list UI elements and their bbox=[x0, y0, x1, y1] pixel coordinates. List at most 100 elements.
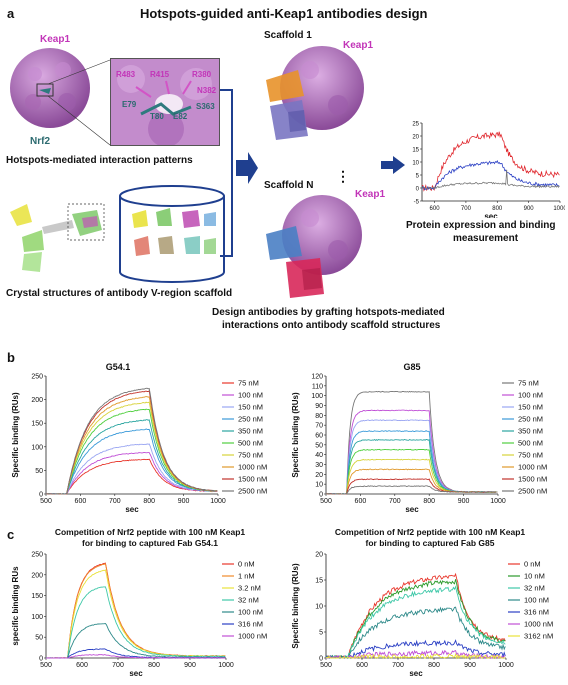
y-tick-label: 0 bbox=[416, 187, 420, 193]
y-tick-label: 0 bbox=[319, 656, 323, 663]
keap1-structure-image bbox=[10, 48, 90, 128]
legend-entry: 1000 nM bbox=[518, 463, 547, 472]
series-line-2 bbox=[45, 443, 218, 495]
chart-title-line1: Competition of Nrf2 peptide with 100 nM … bbox=[55, 527, 246, 537]
scaffold-n-keap1-label: Keap1 bbox=[355, 189, 386, 200]
chart-competition-g54-1: Competition of Nrf2 peptide with 100 nM … bbox=[11, 527, 267, 678]
y-tick-label: 5 bbox=[319, 630, 323, 637]
x-tick-label: 1000 bbox=[210, 498, 226, 505]
legend-entry: 1500 nM bbox=[238, 475, 267, 484]
y-tick-label: 250 bbox=[31, 552, 43, 559]
antibody-crystal-structure-image bbox=[10, 203, 105, 272]
x-tick-label: 800 bbox=[492, 206, 503, 212]
legend-entry: 3162 nM bbox=[524, 632, 553, 641]
x-tick-label: 700 bbox=[392, 662, 404, 669]
x-tick-label: 900 bbox=[184, 662, 196, 669]
series-line-4 bbox=[45, 623, 226, 659]
legend-entry: 100 nM bbox=[524, 596, 549, 605]
series-line-3 bbox=[45, 428, 218, 495]
design-caption-line2: interactions onto antibody scaffold stru… bbox=[222, 320, 441, 331]
chart-g85: G85 500 600 700 800 900 1000 0 10 20 30 40 50 60 70 80 9… bbox=[291, 362, 547, 514]
x-tick-label: 700 bbox=[112, 662, 124, 669]
x-tick-label: 500 bbox=[320, 498, 332, 505]
protein-caption-line2: measurement bbox=[453, 233, 519, 244]
legend-entry: 0 nM bbox=[524, 560, 541, 569]
y-tick-label: 50 bbox=[35, 468, 43, 475]
x-tick-label: 500 bbox=[40, 498, 52, 505]
legend-entry: 100 nM bbox=[518, 391, 543, 400]
series-line-9 bbox=[45, 387, 218, 495]
y-tick-label: 80 bbox=[315, 413, 323, 420]
legend-entry: 250 nM bbox=[238, 415, 263, 424]
residue-s363: S363 bbox=[196, 102, 215, 111]
series-line-4 bbox=[46, 419, 218, 495]
legend-entry: 500 nM bbox=[518, 439, 543, 448]
legend-entry: 750 nM bbox=[518, 451, 543, 460]
x-tick-label: 1000 bbox=[553, 206, 565, 212]
y-tick-label: -5 bbox=[414, 200, 420, 206]
x-axis-label: sec bbox=[484, 212, 498, 218]
y-tick-label: 15 bbox=[412, 148, 419, 154]
x-tick-label: 600 bbox=[356, 662, 368, 669]
x-tick-label: 900 bbox=[178, 498, 190, 505]
y-tick-label: 200 bbox=[31, 397, 43, 404]
y-tick-label: 120 bbox=[311, 374, 323, 381]
arrow-to-measurement bbox=[381, 156, 405, 174]
y-tick-label: 10 bbox=[315, 482, 323, 489]
x-axis-label: sec bbox=[129, 669, 143, 678]
scaffold-1-keap1-label: Keap1 bbox=[343, 40, 374, 51]
x-tick-label: 800 bbox=[423, 498, 435, 505]
series-line-0 bbox=[326, 572, 506, 659]
y-tick-label: 150 bbox=[31, 593, 43, 600]
nrf2-label: Nrf2 bbox=[30, 136, 51, 147]
legend-entry: 32 nM bbox=[524, 584, 545, 593]
residue-r483: R483 bbox=[116, 70, 136, 79]
legend-entry: 0 nM bbox=[238, 560, 255, 569]
series-line-4 bbox=[325, 639, 506, 659]
scaffold-n-structure-image bbox=[266, 195, 362, 298]
legend-entry: 100 nM bbox=[238, 608, 263, 617]
series-line-1 bbox=[421, 160, 560, 191]
series-line-2 bbox=[421, 169, 560, 190]
x-tick-label: 700 bbox=[109, 498, 121, 505]
series-line-2 bbox=[46, 569, 226, 659]
series-line-3 bbox=[45, 586, 226, 659]
y-tick-label: 30 bbox=[315, 462, 323, 469]
y-tick-label: 40 bbox=[315, 452, 323, 459]
legend-entry: 150 nM bbox=[238, 403, 263, 412]
bracket-arrow bbox=[220, 89, 258, 257]
hotspot-inset bbox=[110, 58, 220, 146]
y-tick-label: 20 bbox=[315, 552, 323, 559]
residue-r415: R415 bbox=[150, 70, 170, 79]
mini-binding-chart: 600 700 800 900 1000 -5 0 5 10 15 20 25 sec bbox=[412, 122, 565, 219]
legend-entry: 1000 nM bbox=[238, 632, 267, 641]
y-tick-label: 0 bbox=[39, 492, 43, 499]
legend-entry: 316 nM bbox=[524, 608, 549, 617]
y-tick-label: 250 bbox=[31, 374, 43, 381]
x-axis-label: sec bbox=[405, 505, 419, 514]
legend-entry: 3.2 nM bbox=[238, 584, 261, 593]
x-tick-label: 700 bbox=[389, 498, 401, 505]
legend-entry: 75 nM bbox=[518, 379, 539, 388]
chart-title: G85 bbox=[403, 362, 420, 372]
chart-title-line1: Competition of Nrf2 peptide with 100 nM … bbox=[335, 527, 526, 537]
legend-entry: 1000 nM bbox=[238, 463, 267, 472]
legend-entry: 1 nM bbox=[238, 572, 255, 581]
residue-n382: N382 bbox=[197, 86, 217, 95]
y-tick-label: 50 bbox=[315, 442, 323, 449]
panel-a-letter: a bbox=[7, 6, 15, 21]
y-tick-label: 100 bbox=[311, 393, 323, 400]
legend-entry: 1000 nM bbox=[524, 620, 553, 629]
y-tick-label: 0 bbox=[39, 656, 43, 663]
y-tick-label: 150 bbox=[31, 421, 43, 428]
y-tick-label: 60 bbox=[315, 433, 323, 440]
legend-entry: 316 nM bbox=[238, 620, 263, 629]
residue-t80: T80 bbox=[150, 112, 164, 121]
legend-entry: 350 nM bbox=[238, 427, 263, 436]
chart-competition-g85: Competition of Nrf2 peptide with 100 nM … bbox=[291, 527, 553, 678]
scaffold-n-label: Scaffold N bbox=[264, 180, 314, 191]
series-line-7 bbox=[325, 468, 498, 495]
y-tick-label: 10 bbox=[412, 161, 419, 167]
legend-entry: 500 nM bbox=[238, 439, 263, 448]
